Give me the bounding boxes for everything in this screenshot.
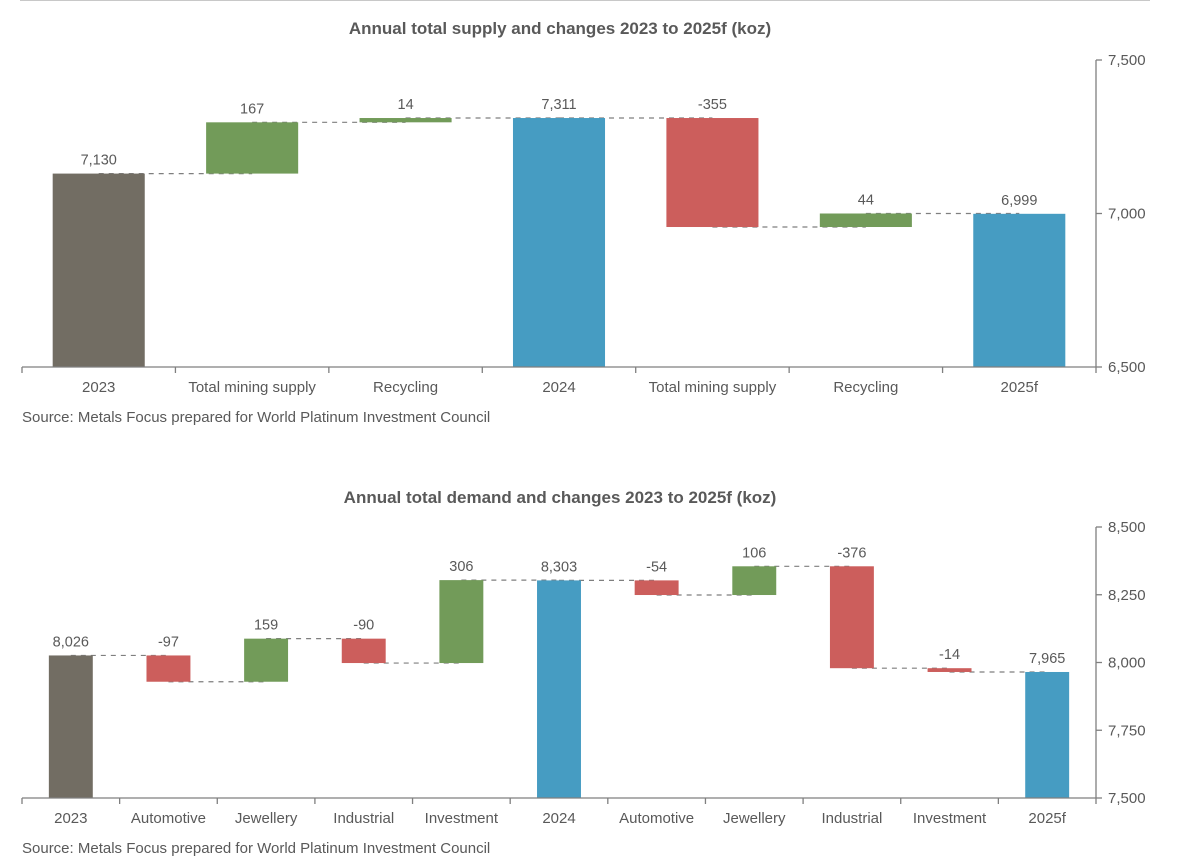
data-label: 7,311 bbox=[541, 97, 576, 113]
x-tick-label: Investment bbox=[425, 810, 499, 827]
x-tick-label: Automotive bbox=[619, 810, 694, 827]
data-label: 306 bbox=[449, 559, 473, 575]
data-label: 44 bbox=[858, 193, 874, 209]
data-labels: 8,026 -97 159 -90 306 8,303 -54 106 -376 -14 7,965 bbox=[53, 545, 1066, 667]
data-label: 7,130 bbox=[81, 153, 117, 169]
x-tick-label: Industrial bbox=[333, 810, 394, 827]
data-label: 8,303 bbox=[541, 559, 577, 575]
bar-automotive bbox=[634, 580, 679, 596]
data-label: -54 bbox=[646, 559, 667, 575]
x-tick-label: Recycling bbox=[373, 379, 438, 396]
bar-industrial bbox=[829, 566, 874, 669]
chart-title: Annual total supply and changes 2023 to … bbox=[349, 19, 771, 38]
data-label: 106 bbox=[742, 545, 766, 561]
bar-2024 bbox=[512, 118, 606, 367]
data-label: -14 bbox=[939, 647, 960, 663]
bars bbox=[52, 118, 1066, 367]
x-tick-label: Total mining supply bbox=[188, 379, 316, 396]
bar-automotive bbox=[146, 655, 191, 682]
bar-2023 bbox=[48, 655, 93, 798]
data-label: 6,999 bbox=[1001, 193, 1037, 209]
bars bbox=[48, 566, 1070, 798]
x-tick-label: 2025f bbox=[1028, 810, 1066, 827]
data-label: -97 bbox=[158, 634, 179, 650]
bar-jewellery bbox=[244, 638, 289, 682]
y-axis: 6,500 7,000 7,500 bbox=[1095, 52, 1146, 376]
x-tick-label: 2025f bbox=[1001, 379, 1039, 396]
data-label: 159 bbox=[254, 618, 278, 634]
y-tick-label: 7,750 bbox=[1108, 722, 1146, 739]
y-axis: 7,500 7,750 8,000 8,250 8,500 bbox=[1095, 519, 1146, 807]
bar-total-mining-supply bbox=[666, 118, 759, 228]
bar-investment bbox=[439, 580, 484, 664]
x-tick-label: 2023 bbox=[82, 379, 115, 396]
y-tick-label: 7,500 bbox=[1108, 790, 1146, 807]
x-tick-label: Jewellery bbox=[235, 810, 298, 827]
y-tick-label: 8,250 bbox=[1108, 587, 1146, 604]
x-tick-label: 2023 bbox=[54, 810, 87, 827]
data-label: -90 bbox=[353, 618, 374, 634]
x-tick-label: Recycling bbox=[833, 379, 898, 396]
y-tick-label: 8,000 bbox=[1108, 655, 1146, 672]
data-labels: 7,130 167 14 7,311 -355 44 6,999 bbox=[81, 97, 1038, 209]
y-tick-label: 8,500 bbox=[1108, 519, 1146, 536]
y-tick-label: 7,500 bbox=[1108, 52, 1146, 69]
data-label: 14 bbox=[398, 97, 414, 113]
source-note: Source: Metals Focus prepared for World … bbox=[22, 840, 490, 857]
bar-2024 bbox=[537, 580, 581, 798]
x-tick-label: 2024 bbox=[542, 379, 575, 396]
x-axis: 2023 Total mining supply Recycling 2024 Tota… bbox=[21, 366, 1097, 396]
data-label: 8,026 bbox=[53, 634, 89, 650]
bar-recycling bbox=[359, 118, 452, 123]
y-tick-label: 6,500 bbox=[1108, 359, 1146, 376]
x-tick-label: Automotive bbox=[131, 810, 206, 827]
bar-industrial bbox=[341, 638, 386, 664]
x-tick-label: Jewellery bbox=[723, 810, 786, 827]
bar-2025f bbox=[1025, 671, 1070, 798]
x-tick-label: Total mining supply bbox=[649, 379, 777, 396]
y-tick-label: 7,000 bbox=[1108, 206, 1146, 223]
bar-recycling bbox=[819, 213, 912, 228]
bar-2023 bbox=[52, 173, 145, 367]
bar-2025f bbox=[973, 213, 1066, 367]
bar-investment bbox=[927, 668, 972, 672]
data-label: -355 bbox=[698, 97, 727, 113]
data-label: -376 bbox=[837, 545, 866, 561]
data-label: 7,965 bbox=[1029, 651, 1065, 667]
supply-waterfall-chart: Annual total supply and changes 2023 to … bbox=[21, 19, 1146, 426]
data-label: 167 bbox=[240, 101, 264, 117]
bar-jewellery bbox=[732, 566, 777, 596]
source-note: Source: Metals Focus prepared for World … bbox=[22, 409, 490, 426]
x-axis: 2023 Automotive Jewellery Industrial Investm… bbox=[21, 797, 1097, 827]
x-tick-label: 2024 bbox=[542, 810, 575, 827]
x-tick-label: Investment bbox=[913, 810, 987, 827]
bar-total-mining-supply bbox=[206, 122, 299, 174]
top-divider bbox=[20, 0, 1150, 1]
x-tick-label: Industrial bbox=[821, 810, 882, 827]
chart-title: Annual total demand and changes 2023 to … bbox=[344, 488, 777, 507]
